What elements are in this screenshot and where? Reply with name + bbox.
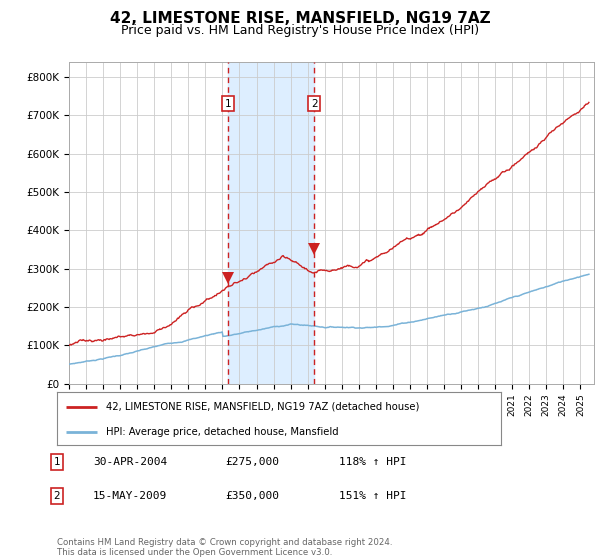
- Text: 2: 2: [311, 99, 317, 109]
- Text: 151% ↑ HPI: 151% ↑ HPI: [339, 491, 407, 501]
- Text: 118% ↑ HPI: 118% ↑ HPI: [339, 457, 407, 467]
- Bar: [228, 62, 314, 384]
- Text: 15-MAY-2009: 15-MAY-2009: [93, 491, 167, 501]
- Text: 1: 1: [53, 457, 61, 467]
- Text: £275,000: £275,000: [225, 457, 279, 467]
- Text: 1: 1: [225, 99, 232, 109]
- Text: 42, LIMESTONE RISE, MANSFIELD, NG19 7AZ: 42, LIMESTONE RISE, MANSFIELD, NG19 7AZ: [110, 11, 490, 26]
- Text: £350,000: £350,000: [225, 491, 279, 501]
- Text: 30-APR-2004: 30-APR-2004: [93, 457, 167, 467]
- Text: Contains HM Land Registry data © Crown copyright and database right 2024.
This d: Contains HM Land Registry data © Crown c…: [57, 538, 392, 557]
- Text: 42, LIMESTONE RISE, MANSFIELD, NG19 7AZ (detached house): 42, LIMESTONE RISE, MANSFIELD, NG19 7AZ …: [106, 402, 419, 412]
- Text: 2: 2: [53, 491, 61, 501]
- Text: Price paid vs. HM Land Registry's House Price Index (HPI): Price paid vs. HM Land Registry's House …: [121, 24, 479, 36]
- Text: HPI: Average price, detached house, Mansfield: HPI: Average price, detached house, Mans…: [106, 427, 338, 437]
